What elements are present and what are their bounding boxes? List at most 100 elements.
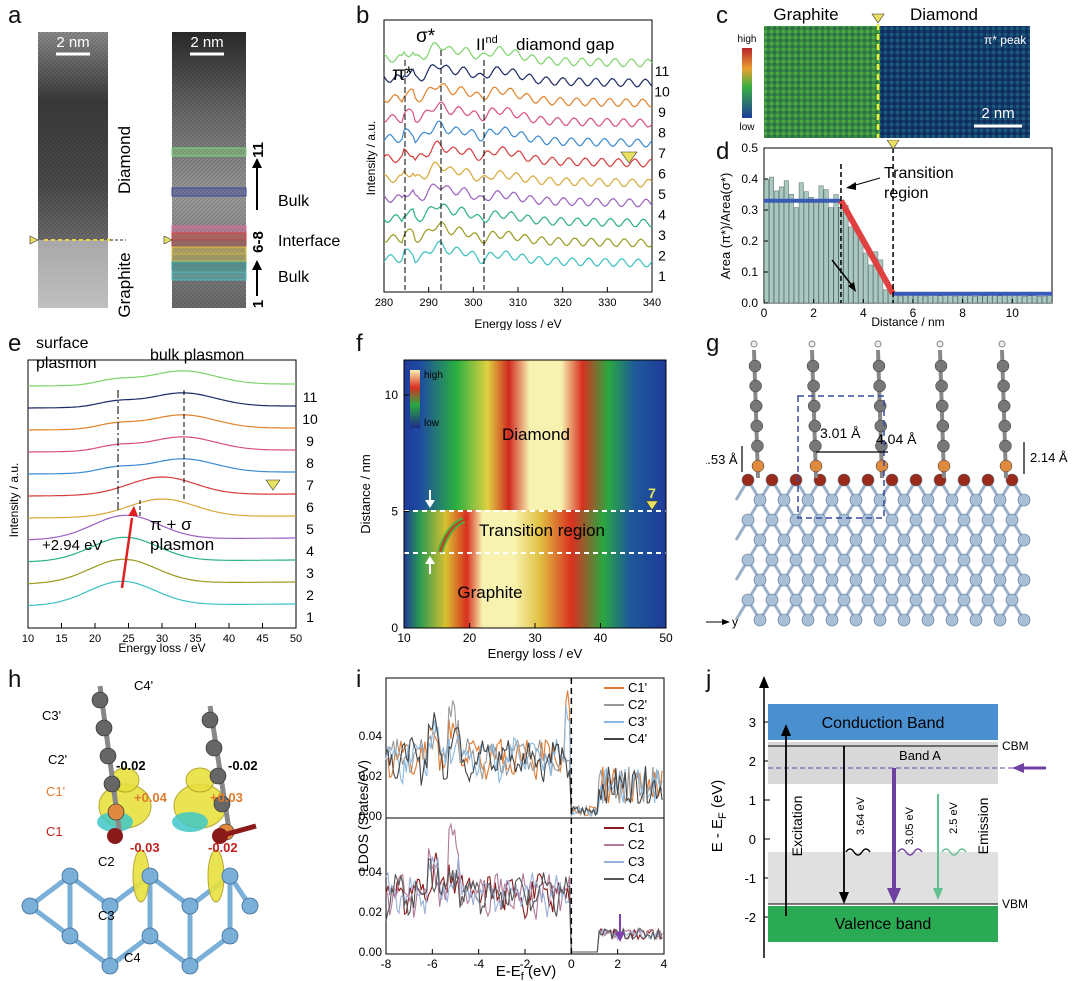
tick-label: 45: [256, 633, 268, 645]
bar: [783, 180, 789, 304]
spectrum-line: [27, 536, 296, 563]
ldos-curve-top: [385, 705, 663, 817]
atom: [885, 513, 899, 527]
spectrum-line: [383, 120, 653, 148]
bar: [937, 295, 943, 304]
analysis-slab: [171, 246, 247, 255]
svg-text:C3: C3: [98, 908, 115, 923]
tick-label: 50: [659, 631, 673, 645]
spectrum-label: 9: [658, 104, 666, 120]
atom: [849, 493, 863, 507]
chain-atom: [936, 419, 950, 433]
tick-label: 0.04: [359, 865, 383, 879]
tick-label: 0.00: [359, 945, 383, 959]
tick-label: 3: [749, 715, 756, 730]
chain-atom: [748, 359, 762, 373]
svg-text:Area (π*)/Area(σ*): Area (π*)/Area(σ*): [718, 173, 733, 280]
atom: [861, 513, 875, 527]
atom: [801, 573, 815, 587]
panel-label-a: a: [8, 2, 22, 29]
bar: [1007, 294, 1013, 304]
spectrum-label: 8: [658, 125, 666, 141]
atom: [753, 493, 767, 507]
chain-atom: [997, 379, 1010, 393]
spectrum-label: 6: [658, 166, 666, 182]
atom: [945, 573, 959, 587]
charge-lobe: [97, 812, 133, 832]
arrow-up-icon: [425, 556, 435, 564]
atom: [741, 593, 755, 607]
svg-text:1.53 Å: 1.53 Å: [706, 452, 738, 467]
arrow-left-icon: [1012, 763, 1024, 773]
bar: [883, 289, 889, 304]
svg-text:7: 7: [648, 485, 656, 501]
fit-segment: [838, 199, 896, 296]
panel-e: surface plasmon bulk plasmon +2.94 eV π …: [7, 335, 318, 655]
band-a-region: [768, 742, 998, 784]
chain-atom: [107, 803, 125, 821]
bar: [917, 295, 923, 304]
atom: [765, 513, 779, 527]
analysis-slab: [171, 271, 247, 281]
chain-atom: [999, 459, 1013, 473]
svg-text:C3': C3': [42, 708, 61, 723]
atom: [861, 473, 875, 487]
legend-top: C1' C2' C3' C4': [604, 680, 647, 746]
svg-text:Energy loss / eV: Energy loss / eV: [118, 641, 205, 655]
atom: [741, 513, 755, 527]
atom: [837, 473, 851, 487]
bar: [808, 197, 814, 304]
panel-j: 3 2 1 0 -1 -2 E - EF (eV) Conduction Band Ban…: [709, 676, 1046, 958]
ldos-curves: [385, 690, 663, 953]
atom: [141, 927, 159, 945]
spectrum-line: [28, 436, 296, 453]
panel-label-f: f: [356, 330, 363, 357]
chain-atom: [749, 399, 763, 413]
panel-c: Graphite Diamond high low π* peak 2 nm: [738, 5, 1030, 138]
spectrum-label: 3: [658, 227, 666, 243]
bar: [952, 295, 958, 304]
bar: [858, 236, 864, 304]
atom: [945, 613, 959, 627]
atom: [933, 553, 947, 567]
atom: [897, 493, 911, 507]
tick-label: -4: [473, 957, 484, 971]
chain-atom: [873, 379, 886, 393]
valence-band: [768, 906, 998, 942]
tick-label: 50: [290, 633, 302, 645]
map-diamond-region: [880, 26, 1030, 138]
spectrum-line: [383, 140, 653, 168]
chain-atom: [935, 379, 948, 393]
svg-text:VBM: VBM: [1002, 897, 1028, 911]
svg-text:high: high: [738, 34, 757, 45]
atom: [765, 473, 779, 487]
spectrum-label: 3: [306, 565, 314, 581]
bar: [982, 295, 988, 304]
conduction-band: [768, 704, 998, 740]
atom: [957, 513, 971, 527]
bar: [997, 295, 1003, 304]
panel-label-b: b: [356, 2, 370, 29]
atom: [981, 473, 995, 487]
spectrum-label: 11: [655, 63, 670, 79]
atom: [969, 573, 983, 587]
atom: [933, 593, 947, 607]
spectrum-line: [28, 392, 296, 409]
atom: [873, 573, 887, 587]
diamond-label: Diamond: [115, 126, 134, 194]
eels-spectra: [383, 41, 653, 268]
atom: [765, 553, 779, 567]
chain-atom: [205, 739, 223, 757]
atom: [221, 927, 239, 945]
panel-a: 2 nm Diamond Graphite 2 nm Bulk Interfac…: [29, 32, 340, 318]
atom: [921, 573, 935, 587]
panel-i: C1' C2' C3' C4' C1 C2 C3 C4 -8 -6 -4 -2 0 2 4 0.00 0.0…: [356, 677, 668, 981]
chain-atom: [809, 459, 823, 473]
chain-atom: [934, 359, 948, 373]
atom: [957, 473, 971, 487]
tick-label: 0.1: [741, 265, 758, 279]
spectrum-label: 9: [306, 433, 314, 449]
legend-label: C4': [628, 731, 647, 746]
atom: [801, 493, 815, 507]
spectrum-line: [383, 82, 653, 108]
